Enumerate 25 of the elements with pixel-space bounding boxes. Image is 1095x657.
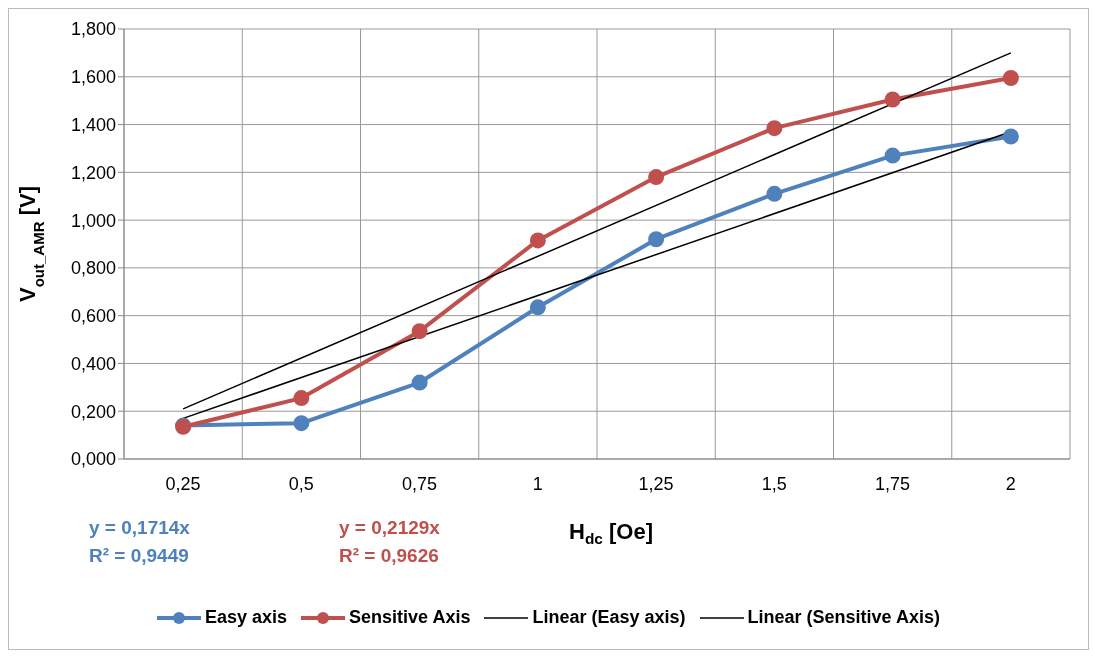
text: y = 0,2129x R² = 0,9626 (339, 516, 440, 568)
y-tick-label: 0,600 (70, 306, 116, 327)
x-tick-label: 0,5 (288, 473, 314, 494)
text: y = 0,1714x R² = 0,9449 (89, 516, 190, 568)
x-tick-label: 1,5 (761, 473, 787, 494)
y-tick-label: 0,400 (70, 353, 116, 374)
x-tick-label: 1,75 (875, 473, 911, 494)
y-tick-label: 1,800 (70, 19, 116, 40)
legend-label: Sensitive Axis (349, 607, 471, 628)
x-axis-title: H$_{dc}$ [Oe] (569, 519, 653, 548)
legend-label: Linear (Easy axis) (532, 607, 686, 628)
y-tick-label: 1,000 (70, 210, 116, 231)
x-tick-label: 0,25 (165, 473, 201, 494)
y-tick-label: 0,000 (70, 449, 116, 470)
y-tick-label: 1,200 (70, 162, 116, 183)
x-tick-label: 0,75 (402, 473, 438, 494)
y-tick-label: 1,400 (70, 114, 116, 135)
x-tick-label: 1,25 (638, 473, 674, 494)
y-tick-label: 0,200 (70, 401, 116, 422)
y-tick-label: 1,600 (70, 67, 116, 88)
y-tick-label: 0,800 (70, 258, 116, 279)
x-tick-label: 2 (1005, 473, 1016, 494)
x-tick-label: 1 (532, 473, 543, 494)
legend-label: Linear (Sensitive Axis) (747, 607, 940, 628)
legend-label: Easy axis (205, 607, 288, 628)
